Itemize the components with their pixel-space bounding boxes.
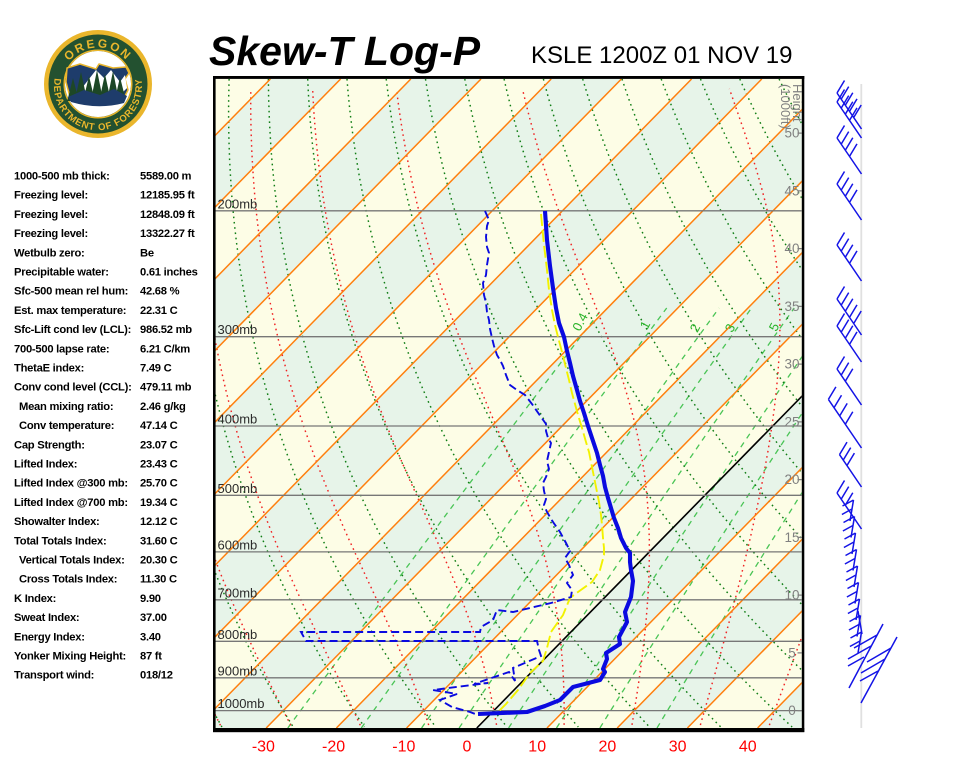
svg-text:0: 0	[463, 739, 472, 756]
svg-text:40: 40	[784, 241, 799, 256]
svg-text:35: 35	[784, 299, 799, 314]
svg-text:6.21 C/km: 6.21 C/km	[140, 343, 190, 355]
svg-text:Mean mixing ratio:: Mean mixing ratio:	[19, 401, 113, 413]
svg-text:40: 40	[739, 739, 757, 756]
svg-text:ThetaE index:: ThetaE index:	[14, 363, 84, 375]
svg-text:1000-500 mb thick:: 1000-500 mb thick:	[14, 171, 110, 183]
svg-text:Be: Be	[140, 247, 154, 259]
svg-text:42.68 %: 42.68 %	[140, 286, 180, 298]
svg-text:Skew-T Log-P: Skew-T Log-P	[209, 28, 481, 74]
svg-text:25.70 C: 25.70 C	[140, 478, 178, 490]
svg-text:Lifted Index:: Lifted Index:	[14, 459, 77, 471]
svg-text:87 ft: 87 ft	[140, 651, 162, 663]
svg-text:10: 10	[528, 739, 546, 756]
svg-text:7.49 C: 7.49 C	[140, 363, 172, 375]
svg-text:Lifted Index @300 mb:: Lifted Index @300 mb:	[14, 478, 128, 490]
svg-text:Yonker Mixing Height:: Yonker Mixing Height:	[14, 651, 126, 663]
svg-text:0.4: 0.4	[569, 310, 591, 333]
svg-text:0: 0	[788, 703, 796, 718]
svg-text:22.31 C: 22.31 C	[140, 305, 178, 317]
svg-text:Showalter Index:: Showalter Index:	[14, 516, 100, 528]
svg-text:018/12: 018/12	[140, 670, 173, 682]
svg-text:23.07 C: 23.07 C	[140, 439, 178, 451]
svg-text:-30: -30	[252, 739, 275, 756]
svg-text:45: 45	[784, 183, 799, 198]
svg-text:400mb: 400mb	[218, 412, 258, 427]
svg-text:Cap Strength:: Cap Strength:	[14, 439, 85, 451]
svg-text:20: 20	[784, 472, 799, 487]
svg-text:3.40: 3.40	[140, 631, 161, 643]
svg-text:20.30 C: 20.30 C	[140, 555, 178, 567]
svg-text:Wetbulb zero:: Wetbulb zero:	[14, 247, 85, 259]
svg-text:Freezing level:: Freezing level:	[14, 190, 88, 202]
svg-text:Height: Height	[790, 84, 805, 122]
svg-text:50: 50	[784, 126, 799, 141]
svg-text:15: 15	[784, 530, 799, 545]
svg-text:(1000ft): (1000ft)	[778, 84, 793, 129]
svg-text:Freezing level:: Freezing level:	[14, 209, 88, 221]
svg-text:Freezing level:: Freezing level:	[14, 228, 88, 240]
svg-text:10: 10	[784, 588, 799, 603]
svg-text:500mb: 500mb	[218, 481, 258, 496]
svg-text:Lifted Index @700 mb:: Lifted Index @700 mb:	[14, 497, 128, 509]
svg-text:12185.95 ft: 12185.95 ft	[140, 190, 195, 202]
svg-text:12.12 C: 12.12 C	[140, 516, 178, 528]
svg-text:30: 30	[669, 739, 687, 756]
svg-text:13322.27 ft: 13322.27 ft	[140, 228, 195, 240]
svg-text:800mb: 800mb	[218, 627, 258, 642]
svg-text:31.60 C: 31.60 C	[140, 535, 178, 547]
svg-text:Est. max temperature:: Est. max temperature:	[14, 305, 126, 317]
svg-text:23.43 C: 23.43 C	[140, 459, 178, 471]
svg-text:Transport wind:: Transport wind:	[14, 670, 94, 682]
svg-text:5589.00 m: 5589.00 m	[140, 171, 192, 183]
svg-text:Conv cond level (CCL):: Conv cond level (CCL):	[14, 382, 132, 394]
svg-text:300mb: 300mb	[218, 322, 258, 337]
svg-text:12848.09 ft: 12848.09 ft	[140, 209, 195, 221]
svg-text:KSLE 1200Z 01 NOV 19: KSLE 1200Z 01 NOV 19	[531, 42, 793, 69]
svg-text:30: 30	[784, 357, 799, 372]
svg-text:600mb: 600mb	[218, 537, 258, 552]
svg-text:Cross Totals Index:: Cross Totals Index:	[19, 574, 117, 586]
svg-text:K Index:: K Index:	[14, 593, 56, 605]
svg-text:-10: -10	[392, 739, 415, 756]
svg-text:11.30 C: 11.30 C	[140, 574, 177, 586]
svg-text:700-500 lapse rate:: 700-500 lapse rate:	[14, 343, 109, 355]
svg-text:Conv temperature:: Conv temperature:	[19, 420, 114, 432]
svg-text:20: 20	[599, 739, 617, 756]
svg-text:900mb: 900mb	[218, 663, 258, 678]
svg-text:Sweat Index:: Sweat Index:	[14, 612, 79, 624]
svg-text:0.61 inches: 0.61 inches	[140, 267, 198, 279]
svg-text:5: 5	[788, 645, 796, 660]
svg-text:986.52 mb: 986.52 mb	[140, 324, 192, 336]
svg-text:19.34 C: 19.34 C	[140, 497, 178, 509]
svg-text:Vertical Totals Index:: Vertical Totals Index:	[19, 555, 125, 567]
svg-text:Precipitable water:: Precipitable water:	[14, 267, 109, 279]
svg-text:700mb: 700mb	[218, 585, 258, 600]
svg-text:-20: -20	[322, 739, 345, 756]
svg-text:9.90: 9.90	[140, 593, 161, 605]
svg-text:1000mb: 1000mb	[218, 696, 265, 711]
svg-text:47.14 C: 47.14 C	[140, 420, 178, 432]
svg-text:25: 25	[784, 414, 799, 429]
svg-text:Energy Index:: Energy Index:	[14, 631, 85, 643]
svg-text:Sfc-500 mean rel hum:: Sfc-500 mean rel hum:	[14, 286, 128, 298]
svg-text:200mb: 200mb	[218, 196, 258, 211]
svg-text:37.00: 37.00	[140, 612, 167, 624]
svg-text:2.46 g/kg: 2.46 g/kg	[140, 401, 186, 413]
svg-text:Sfc-Lift cond lev (LCL):: Sfc-Lift cond lev (LCL):	[14, 324, 131, 336]
svg-text:Total Totals Index:: Total Totals Index:	[14, 535, 106, 547]
svg-text:479.11 mb: 479.11 mb	[140, 382, 192, 394]
